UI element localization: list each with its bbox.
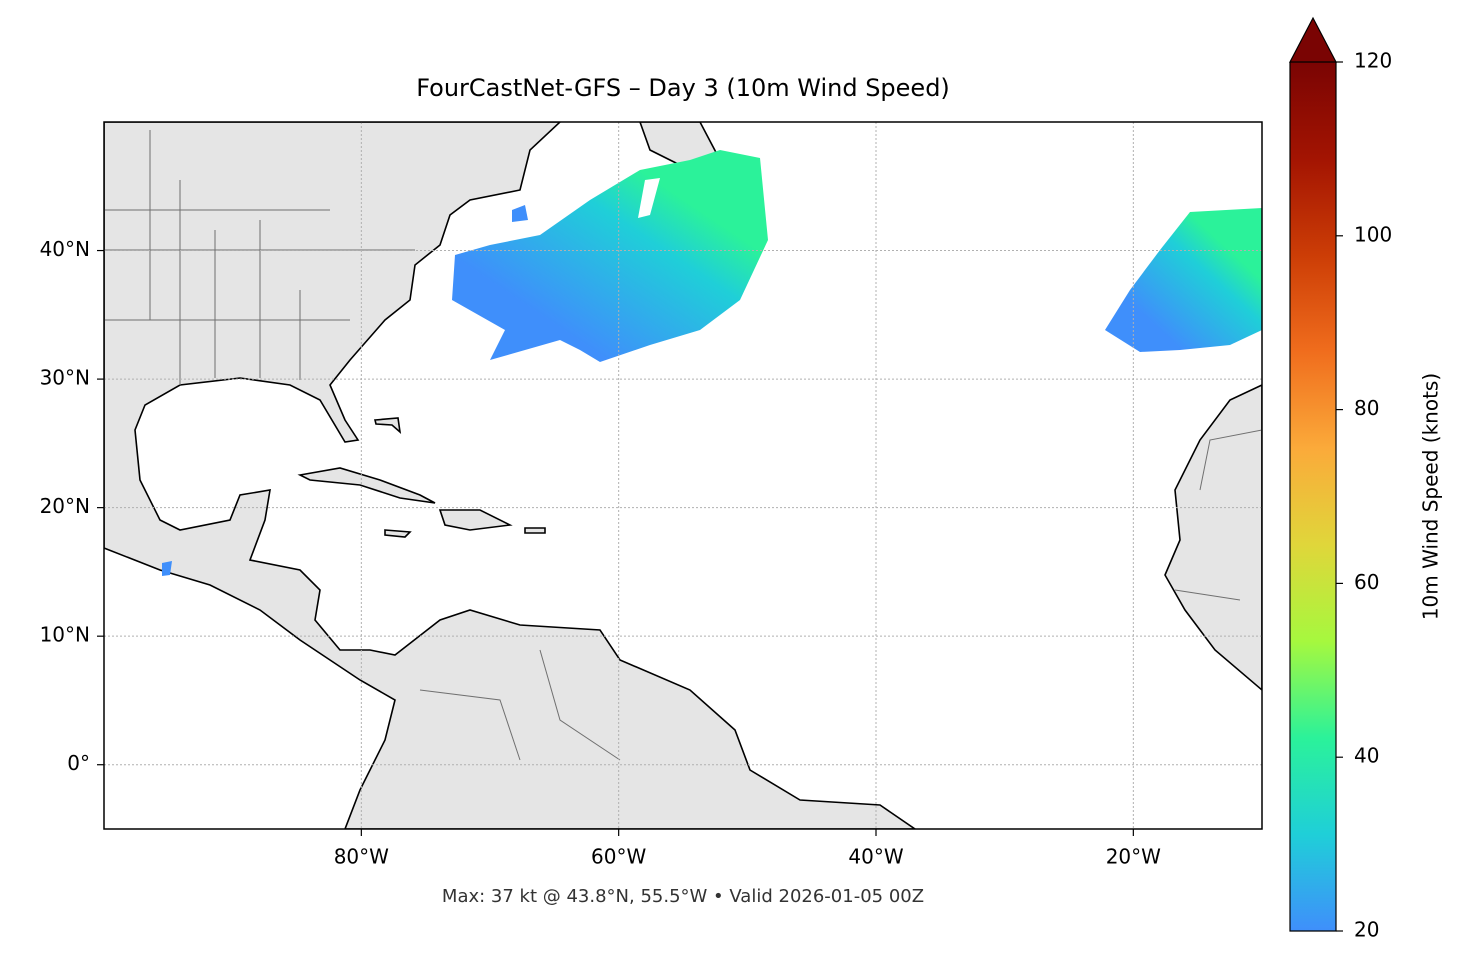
y-tick-label: 30°N: [40, 366, 90, 390]
cuba: [297, 467, 436, 504]
map-layers: [104, 122, 1262, 829]
colorbar: [1290, 62, 1336, 931]
colorbar-label: 10m Wind Speed (knots): [1419, 373, 1443, 620]
annotation: Max: 37 kt @ 43.8°N, 55.5°W • Valid 2026…: [442, 886, 924, 907]
wind-region: [452, 150, 768, 362]
y-tick-label: 10°N: [40, 623, 90, 647]
colorbar-tick-label: 60: [1354, 570, 1379, 594]
colorbar-tick-label: 120: [1354, 49, 1392, 73]
jamaica: [384, 529, 412, 538]
wind-region: [512, 205, 528, 222]
puerto-rico: [524, 527, 546, 534]
chart-title: FourCastNet-GFS – Day 3 (10m Wind Speed): [416, 74, 950, 102]
wind-region: [1105, 208, 1262, 352]
africa: [1164, 384, 1262, 692]
y-tick-label: 20°N: [40, 494, 90, 518]
colorbar-tick-label: 20: [1354, 918, 1379, 942]
colorbar-extend: [1289, 16, 1337, 63]
x-tick-label: 80°W: [334, 845, 389, 869]
x-tick-label: 20°W: [1106, 845, 1161, 869]
bahamas: [373, 417, 402, 435]
grid: [104, 122, 1262, 829]
colorbar-tick-label: 40: [1354, 744, 1379, 768]
y-tick-label: 40°N: [40, 237, 90, 261]
colorbar-tick-label: 80: [1354, 396, 1379, 420]
x-tick-label: 40°W: [848, 845, 903, 869]
wind-region: [162, 561, 172, 576]
hispaniola: [438, 509, 513, 531]
colorbar-tick-label: 100: [1354, 222, 1392, 246]
y-tick-label: 0°: [67, 751, 90, 775]
x-tick-label: 60°W: [591, 845, 646, 869]
americas: [104, 122, 917, 829]
map-frame: [103, 121, 1263, 830]
colorbar-frame: [1289, 62, 1337, 932]
state-borders: [104, 130, 1262, 761]
